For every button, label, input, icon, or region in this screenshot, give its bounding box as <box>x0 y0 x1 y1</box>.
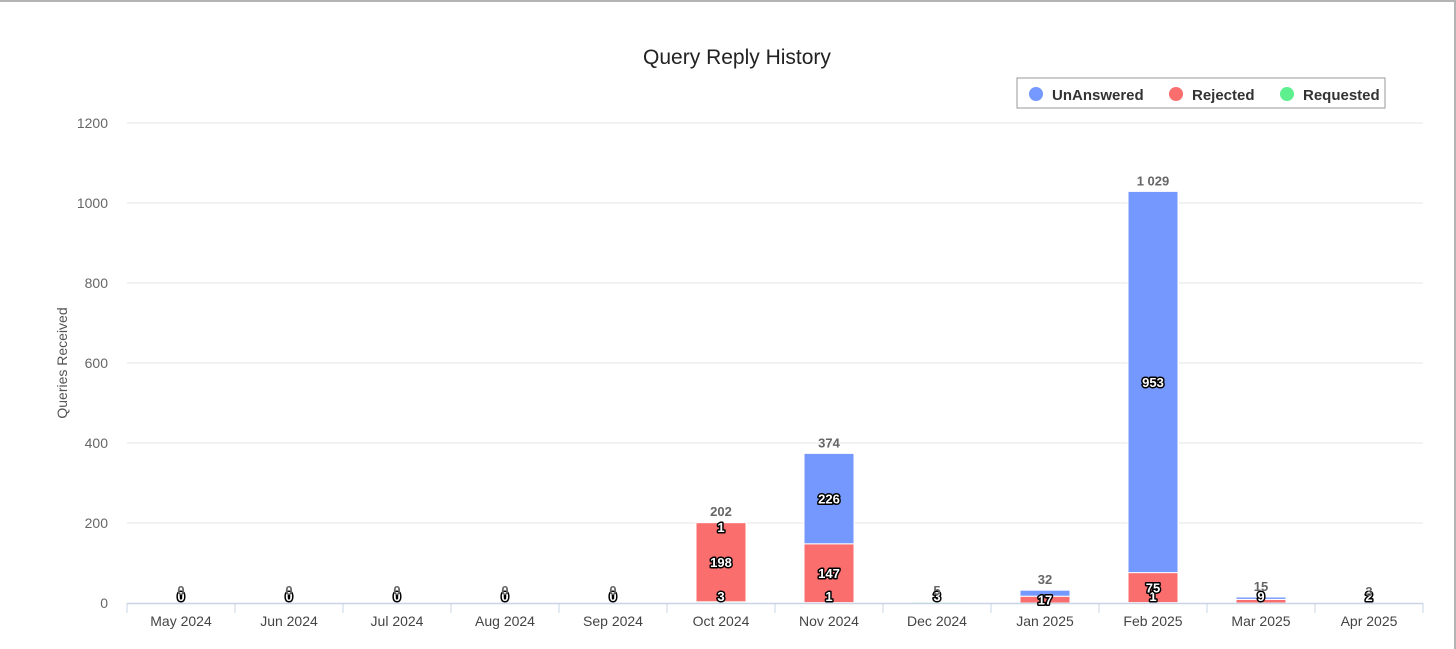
x-tick-label: Jan 2025 <box>1016 613 1074 629</box>
x-tick-label: Feb 2025 <box>1123 613 1182 629</box>
legend-marker-requested <box>1280 87 1294 101</box>
bar-unanswered <box>1019 589 1071 597</box>
bar-segment-label: 0 <box>501 589 508 604</box>
bar-segment-label: 147 <box>818 566 840 581</box>
bar-segment-label: 2 <box>1365 589 1372 604</box>
x-tick-label: Dec 2024 <box>907 613 967 629</box>
bar-data-labels: 00 00 00 00 00 319812021147226374351732175953… <box>176 173 1374 609</box>
bar-segment-label: 0 <box>609 589 616 604</box>
x-tick-label: Sep 2024 <box>583 613 643 629</box>
bar-rejected <box>695 522 747 603</box>
bar-total-label: 32 <box>1038 572 1052 587</box>
x-tick-label: Jun 2024 <box>260 613 318 629</box>
bar-segment-label: 9 <box>1257 589 1264 604</box>
x-tick-label: Aug 2024 <box>475 613 535 629</box>
y-tick-label: 600 <box>85 355 109 371</box>
bar-total-label: 0 <box>285 583 292 598</box>
bar-total-label: 0 <box>393 583 400 598</box>
y-tick-label: 200 <box>85 515 109 531</box>
bar-segment-label: 0 <box>177 589 184 604</box>
legend-box <box>1016 77 1386 109</box>
window-right-border <box>1454 0 1456 649</box>
bar-segment-label: 198 <box>710 555 732 570</box>
bar-rejected <box>1127 572 1179 604</box>
x-axis: May 2024 Jun 2024 Jul 2024 Aug 2024 Sep 2024… <box>126 602 1424 629</box>
bar-total-label: 1 029 <box>1137 173 1170 188</box>
x-tick-label: Oct 2024 <box>693 613 750 629</box>
bar-segment-label: 953 <box>1142 375 1164 390</box>
x-tick-label: Mar 2025 <box>1231 613 1290 629</box>
bar-segment-label: 1 <box>825 589 832 604</box>
y-tick-label: 0 <box>100 595 108 611</box>
bar-segment-label: 226 <box>818 492 840 507</box>
y-axis-ticks: 0 200 400 600 800 1000 1200 <box>77 115 108 611</box>
legend-item-rejected[interactable]: Rejected <box>1192 87 1255 104</box>
bar-segment-label: 3 <box>717 589 724 604</box>
legend-marker-rejected <box>1169 87 1183 101</box>
x-tick-label: Apr 2025 <box>1341 613 1398 629</box>
bar-total-label: 202 <box>710 504 732 519</box>
bar-segment-label: 1 <box>717 520 724 535</box>
y-tick-label: 400 <box>85 435 109 451</box>
bar-unanswered <box>1235 596 1287 600</box>
x-tick-label: Nov 2024 <box>799 613 859 629</box>
bar-segment-label: 3 <box>933 589 940 604</box>
x-tick-label: May 2024 <box>150 613 212 629</box>
bar-total-label: 5 <box>933 583 940 598</box>
bar-segment-label: 17 <box>1038 593 1052 608</box>
bar-segment-label: 75 <box>1146 581 1160 596</box>
y-tick-label: 800 <box>85 275 109 291</box>
grid-lines <box>127 122 1423 524</box>
bar-total-label: 3 <box>1365 584 1372 599</box>
y-tick-label: 1000 <box>77 195 108 211</box>
window-top-border <box>0 0 1456 2</box>
legend-item-requested[interactable]: Requested <box>1303 87 1380 104</box>
bar-total-label: 374 <box>818 435 840 450</box>
bar-total-label: 0 <box>177 583 184 598</box>
bar-unanswered <box>803 452 855 545</box>
y-tick-label: 1200 <box>77 115 108 131</box>
bars <box>695 190 1395 604</box>
bar-total-label: 15 <box>1254 579 1268 594</box>
y-axis-label: Queries Received <box>54 307 70 418</box>
legend-item-unanswered[interactable]: UnAnswered <box>1052 87 1144 104</box>
x-tick-label: Jul 2024 <box>371 613 424 629</box>
bar-rejected <box>803 543 855 604</box>
bar-unanswered <box>1127 190 1179 574</box>
chart-title: Query Reply History <box>643 46 831 69</box>
legend-marker-unanswered <box>1029 87 1043 101</box>
bar-rejected <box>911 600 963 603</box>
bar-segment-label: 0 <box>285 589 292 604</box>
bar-total-label: 0 <box>609 583 616 598</box>
bar-segment-label: 0 <box>393 589 400 604</box>
bar-segment-label: 1 <box>1149 589 1156 604</box>
legend: UnAnswered Rejected Requested <box>1016 77 1386 109</box>
bar-total-label: 0 <box>501 583 508 598</box>
